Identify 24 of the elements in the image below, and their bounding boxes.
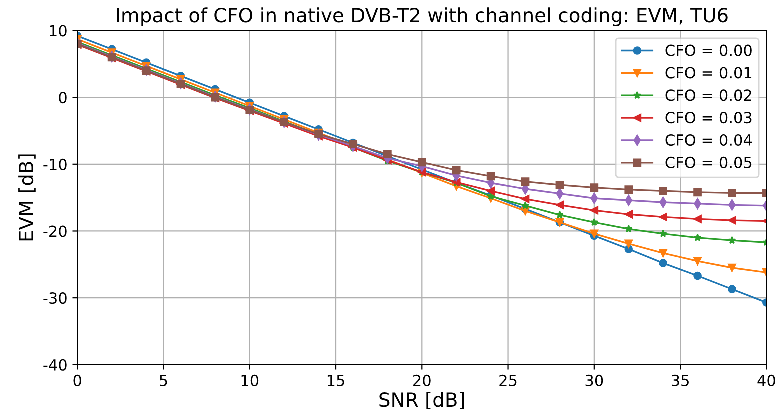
x-tick-label: 20 bbox=[414, 374, 431, 386]
y-axis-title: EVM [dB] bbox=[18, 154, 36, 241]
y-tick-label: -40 bbox=[44, 359, 67, 371]
x-tick-label: 25 bbox=[500, 374, 517, 386]
legend-label: CFO = 0.02 bbox=[666, 90, 752, 102]
x-tick-label: 30 bbox=[586, 374, 604, 386]
x-tick-label: 10 bbox=[242, 374, 259, 386]
x-tick-label: 40 bbox=[758, 374, 776, 386]
y-tick-label: -10 bbox=[44, 158, 67, 170]
x-tick-label: 35 bbox=[672, 374, 689, 386]
y-tick-label: -20 bbox=[44, 226, 67, 238]
legend-label: CFO = 0.00 bbox=[666, 44, 752, 56]
legend-label: CFO = 0.03 bbox=[666, 112, 752, 124]
legend-label: CFO = 0.01 bbox=[666, 67, 752, 79]
x-tick-label: 0 bbox=[74, 374, 82, 386]
legend-label: CFO = 0.04 bbox=[666, 134, 752, 146]
y-tick-label: 0 bbox=[59, 92, 67, 104]
y-tick-label: 10 bbox=[50, 25, 67, 37]
x-tick-label: 15 bbox=[328, 375, 344, 386]
legend-label: CFO = 0.05 bbox=[666, 156, 752, 168]
chart-title: Impact of CFO in native DVB-T2 with channel coding: EVM, TU6 bbox=[117, 8, 728, 26]
x-axis-title: SNR [dB] bbox=[380, 392, 464, 410]
y-tick-label: -30 bbox=[44, 292, 67, 304]
x-tick-label: 5 bbox=[160, 375, 168, 386]
